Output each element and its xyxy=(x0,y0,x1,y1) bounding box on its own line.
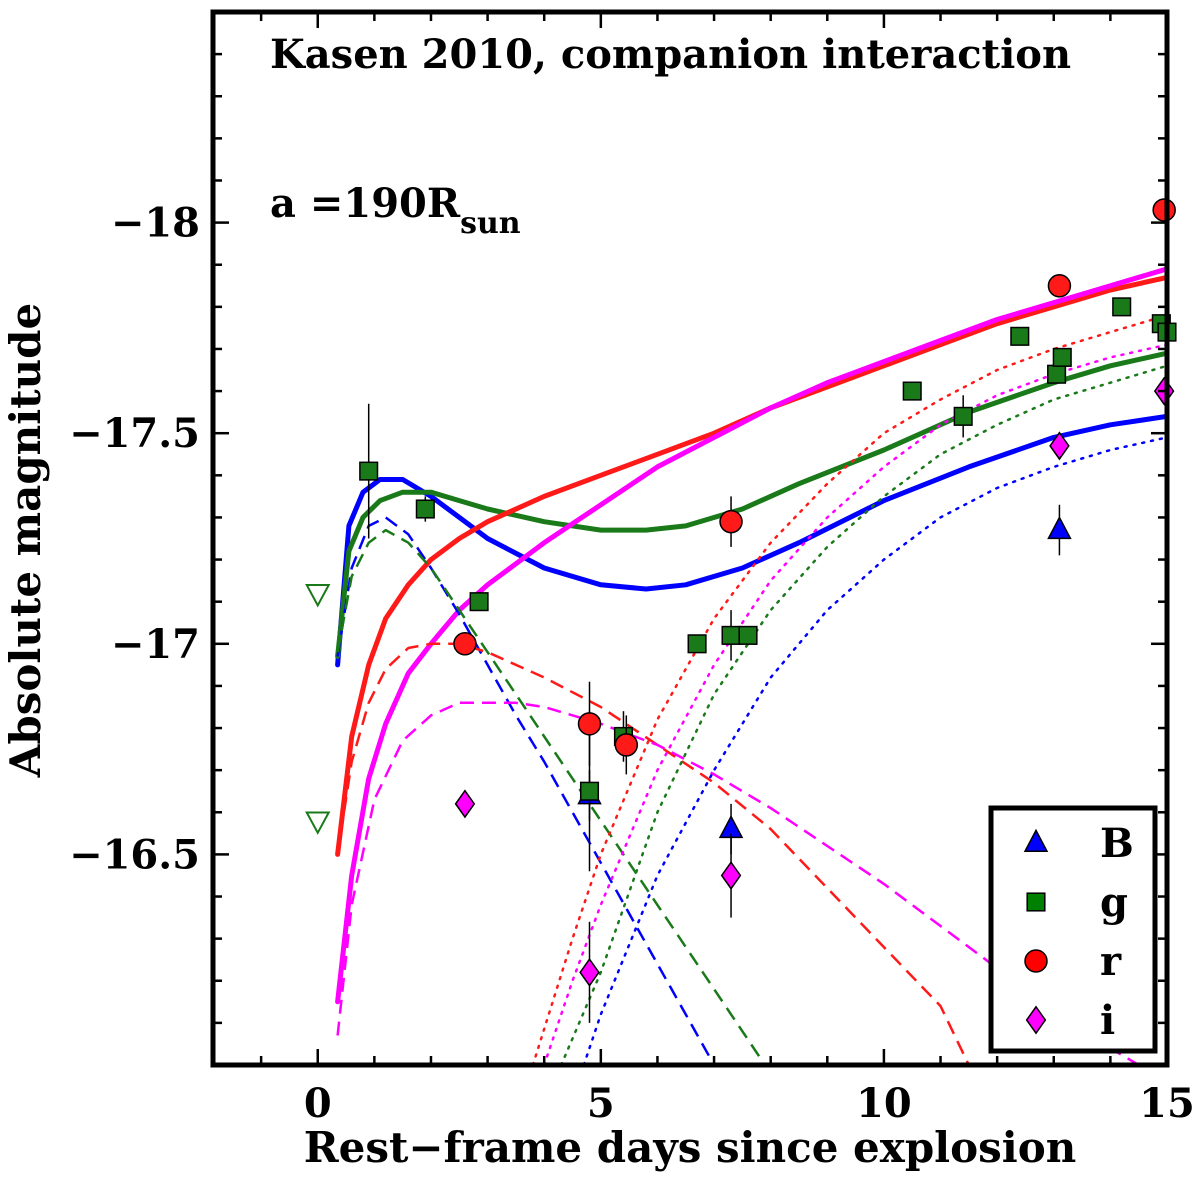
model-curve-B-total xyxy=(335,413,1167,668)
data-point-g xyxy=(415,499,435,519)
x-axis-title: Rest−frame days since explosion xyxy=(304,1123,1077,1172)
legend-marker-i xyxy=(1025,1005,1047,1035)
plot-border xyxy=(210,9,1170,1068)
legend-marker-g xyxy=(1026,892,1046,912)
model-curve-g-SN xyxy=(559,364,1167,1065)
y-axis-title: Absolute magnitude xyxy=(1,303,50,778)
y-tick-label: −16.5 xyxy=(69,831,200,878)
data-point-g xyxy=(469,592,489,612)
legend-box xyxy=(988,805,1158,1054)
data-point-i xyxy=(579,957,600,987)
legend-label-r: r xyxy=(1100,938,1122,985)
y-tick-label: −18 xyxy=(111,200,200,247)
axis-ticks: 0 5 10 15 −18 −17.5 −17 −16.5 xyxy=(69,10,1195,1127)
data-point-r xyxy=(577,712,602,736)
parameter-annotation: a =190Rsun xyxy=(270,180,521,241)
x-tick-label: 0 xyxy=(304,1080,332,1127)
data-point-g xyxy=(579,781,600,801)
data-point-i xyxy=(720,860,742,890)
legend-label-g: g xyxy=(1100,879,1128,926)
x-tick-label: 15 xyxy=(1139,1080,1195,1127)
parameter-subscript: sun xyxy=(460,206,521,241)
legend-marker-r xyxy=(1024,949,1048,973)
legend-label-B: B xyxy=(1100,820,1134,867)
data-point-r xyxy=(1047,274,1072,298)
y-tick-label: −17.5 xyxy=(69,410,200,457)
legend-marker-B xyxy=(1023,828,1049,852)
x-tick-label: 5 xyxy=(587,1080,615,1127)
data-point-g xyxy=(902,381,922,401)
data-point-g xyxy=(1112,297,1132,317)
y-tick-label: −17 xyxy=(111,621,200,668)
data-point-r xyxy=(1152,198,1176,222)
chart-title: Kasen 2010, companion interaction xyxy=(270,31,1071,78)
data-point-i xyxy=(454,789,476,819)
upper-limits xyxy=(305,584,331,835)
plot-frame xyxy=(210,9,1170,1068)
data-point-i xyxy=(1049,431,1070,461)
model-curve-g-interaction xyxy=(336,528,767,1065)
model-curve-r-total xyxy=(335,274,1167,857)
data-point-g xyxy=(1010,326,1030,346)
model-curve-i-total xyxy=(335,266,1167,1005)
data-point-g xyxy=(1047,364,1067,384)
upper-limit-marker xyxy=(305,811,331,835)
data-point-r xyxy=(614,733,639,757)
data-point-g xyxy=(1052,347,1072,367)
data-point-g xyxy=(721,625,741,645)
model-curve-r-interaction xyxy=(336,642,970,1065)
data-point-B xyxy=(1047,515,1072,540)
parameter-prefix: a =190R xyxy=(270,180,461,227)
data-point-g xyxy=(953,406,973,426)
x-tick-label: 10 xyxy=(856,1080,912,1127)
model-curve-i-interaction xyxy=(336,701,1140,1065)
data-point-g xyxy=(738,625,758,645)
data-point-r xyxy=(719,509,743,534)
data-point-g xyxy=(687,634,707,654)
upper-limit-marker xyxy=(305,584,331,608)
data-point-g xyxy=(359,461,379,481)
legend-label-i: i xyxy=(1100,997,1115,1044)
data-point-r xyxy=(453,632,477,656)
model-curve-B-SN xyxy=(582,436,1167,1065)
data-points xyxy=(359,198,1177,1023)
